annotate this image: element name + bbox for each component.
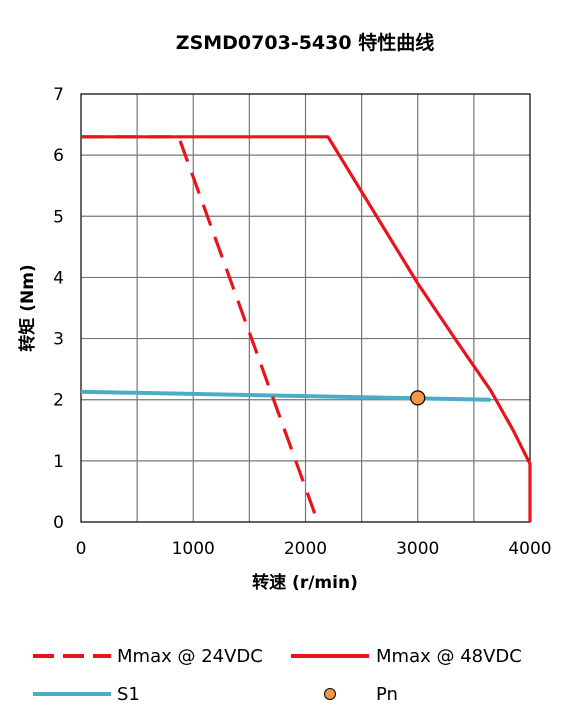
y-tick-label: 4 bbox=[53, 268, 64, 288]
y-tick-label: 1 bbox=[53, 452, 64, 472]
y-tick-label: 6 bbox=[53, 146, 64, 166]
series-line-mmax-48vdc bbox=[81, 135, 532, 522]
y-axis-title: 转矩 (Nm) bbox=[17, 264, 38, 351]
plot-area-border bbox=[80, 93, 531, 523]
x-axis-title: 转速 (r/min) bbox=[252, 572, 358, 593]
y-tick-label: 5 bbox=[53, 207, 64, 227]
legend-label-mmax-48vdc: Mmax @ 48VDC bbox=[376, 646, 522, 667]
legend: Mmax @ 24VDC Mmax @ 48VDC S1 Pn bbox=[33, 646, 522, 705]
x-tick-label: 3000 bbox=[396, 539, 439, 559]
series-line-mmax-24vdc bbox=[81, 135, 320, 523]
y-tick-label: 2 bbox=[53, 391, 64, 411]
y-tick-label: 3 bbox=[53, 330, 64, 350]
chart-title: ZSMD0703-5430 特性曲线 bbox=[176, 31, 434, 54]
grid bbox=[81, 94, 530, 522]
y-tick-label: 0 bbox=[53, 513, 64, 533]
legend-marker-pn bbox=[324, 688, 336, 700]
legend-label-pn: Pn bbox=[376, 684, 398, 705]
data-point-pn bbox=[410, 390, 426, 406]
legend-label-s1: S1 bbox=[117, 684, 140, 705]
y-tick-label: 7 bbox=[53, 85, 64, 105]
x-tick-label: 0 bbox=[76, 539, 87, 559]
tick-labels: 0 1000 2000 3000 4000 0 1 2 3 4 5 6 7 bbox=[53, 85, 551, 559]
x-tick-label: 1000 bbox=[172, 539, 215, 559]
series-layer bbox=[80, 135, 532, 523]
series-line-s1 bbox=[80, 389, 491, 402]
legend-label-mmax-24vdc: Mmax @ 24VDC bbox=[117, 646, 263, 667]
x-tick-label: 4000 bbox=[508, 539, 551, 559]
x-tick-label: 2000 bbox=[284, 539, 327, 559]
